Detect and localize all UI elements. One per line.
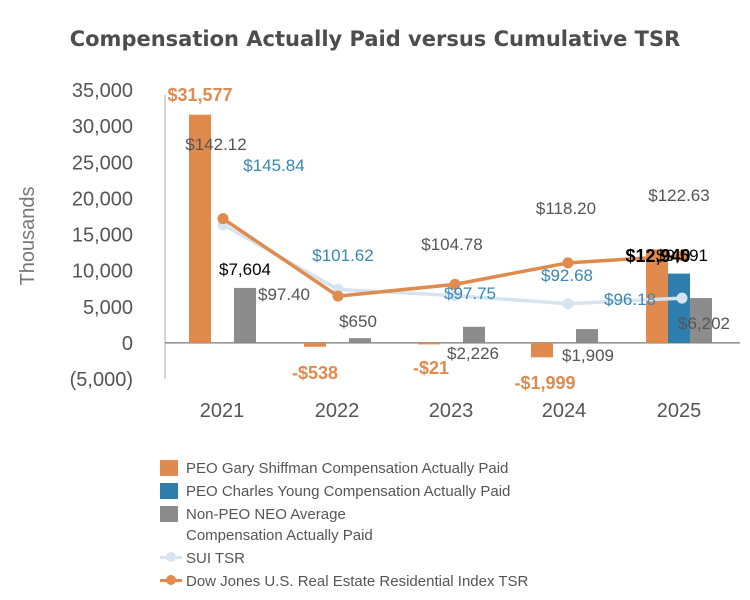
bar-neo-average — [576, 329, 598, 343]
label-shiffman: $12,940 — [625, 246, 690, 266]
bar-neo-average — [690, 298, 712, 343]
dj-tsr-point — [676, 250, 688, 262]
label-neo-average: $2,226 — [447, 344, 499, 363]
y-tick-label: 30,000 — [72, 116, 133, 138]
bar-shiffman — [531, 342, 553, 358]
y-axis-ticks: 35,000 30,000 25,000 20,000 15,000 10,000 5,00… — [70, 80, 133, 391]
label-shiffman: $31,577 — [167, 85, 232, 105]
x-tick-label: 2025 — [657, 400, 702, 422]
bar-shiffman — [189, 114, 211, 343]
label-neo-average: $1,909 — [562, 346, 614, 365]
bar-shiffman — [418, 342, 440, 345]
chart: Compensation Actually Paid versus Cumula… — [17, 27, 740, 422]
label-dj-tsr: $145.84 — [243, 156, 304, 175]
legend-swatch-orange-bar — [160, 460, 178, 476]
y-tick-label: 25,000 — [72, 152, 133, 174]
bar-neo-average — [463, 326, 485, 343]
legend-swatch-gray-bar — [160, 506, 178, 522]
legend-item-shiffman: PEO Gary Shiffman Compensation Actually … — [160, 458, 720, 479]
sui-tsr-point — [562, 298, 574, 310]
bar-neo-average — [349, 338, 371, 343]
legend-label: PEO Charles Young Compensation Actually … — [186, 483, 511, 500]
y-tick-label: 15,000 — [72, 225, 133, 247]
y-tick-label: 5,000 — [83, 297, 133, 319]
sui-tsr-point — [449, 290, 461, 302]
chart-title: Compensation Actually Paid versus Cumula… — [70, 27, 681, 51]
legend-label: SUI TSR — [186, 550, 245, 567]
label-dj-tsr: $118.20 — [536, 199, 596, 218]
bar-neo-average — [234, 287, 256, 343]
label-sui-tsr: $97.75 — [444, 284, 496, 303]
x-tick-label: 2021 — [200, 400, 245, 422]
label-dj-tsr: $122.63 — [648, 186, 709, 205]
legend-label: PEO Gary Shiffman Compensation Actually … — [186, 460, 509, 477]
legend-item-young: PEO Charles Young Compensation Actually … — [160, 481, 720, 502]
data-labels: $31,577 -$538 -$21 -$1,999 $12,940$9,591 $7,6… — [167, 85, 730, 393]
label-neo-average: $7,604 — [219, 260, 271, 279]
label-shiffman: -$538 — [292, 363, 338, 383]
y-tick-label: 35,000 — [72, 80, 133, 102]
legend-item-sui-tsr: SUI TSR — [160, 548, 720, 569]
label-neo-average: $650 — [339, 312, 377, 331]
label-shiffman: -$21 — [413, 358, 449, 378]
dj-tsr-point — [332, 290, 344, 302]
bar-shiffman — [646, 249, 668, 343]
dj-tsr-point — [562, 257, 574, 269]
label-sui-tsr: $92.68 — [541, 266, 593, 285]
legend-label: Dow Jones U.S. Real Estate Residential I… — [186, 573, 529, 590]
bar-shiffman — [304, 342, 326, 347]
y-tick-label: 10,000 — [72, 261, 133, 283]
x-tick-label: 2023 — [429, 400, 474, 422]
bars — [189, 114, 712, 358]
x-tick-label: 2022 — [315, 400, 360, 422]
legend-swatch-light-line — [160, 548, 182, 566]
label-neo-average: $6,202 — [678, 314, 730, 333]
sui-tsr-point — [676, 292, 688, 304]
y-tick-label: 20,000 — [72, 188, 133, 210]
legend-swatch-blue-bar — [160, 483, 178, 499]
legend-label: Non-PEO NEO Average Compensation Actuall… — [186, 506, 373, 544]
legend: PEO Gary Shiffman Compensation Actually … — [160, 458, 720, 594]
x-axis-ticks: 2021 2022 2023 2024 2025 — [200, 400, 702, 422]
label-dj-tsr: $97.40 — [258, 285, 310, 304]
x-tick-label: 2024 — [542, 400, 587, 422]
axis-lines — [164, 95, 740, 379]
lines — [217, 213, 688, 310]
legend-item-dj-tsr: Dow Jones U.S. Real Estate Residential I… — [160, 571, 720, 592]
label-shiffman: -$1,999 — [514, 373, 575, 393]
label-dj-tsr: $104.78 — [421, 235, 482, 254]
y-tick-label: 0 — [122, 333, 133, 355]
dj-tsr-point — [449, 278, 461, 290]
dj-tsr-point — [217, 213, 229, 225]
label-sui-tsr: $142.12 — [185, 135, 246, 154]
label-sui-tsr: $101.62 — [312, 246, 373, 265]
bar-young — [668, 273, 690, 343]
y-tick-label: (5,000) — [70, 369, 133, 391]
label-sui-tsr: $96.18 — [604, 290, 656, 309]
label-young: $9,591 — [656, 246, 708, 265]
legend-item-neo: Non-PEO NEO Average Compensation Actuall… — [160, 504, 720, 546]
y-axis-title: Thousands — [17, 187, 39, 286]
legend-swatch-orange-line — [160, 571, 182, 589]
